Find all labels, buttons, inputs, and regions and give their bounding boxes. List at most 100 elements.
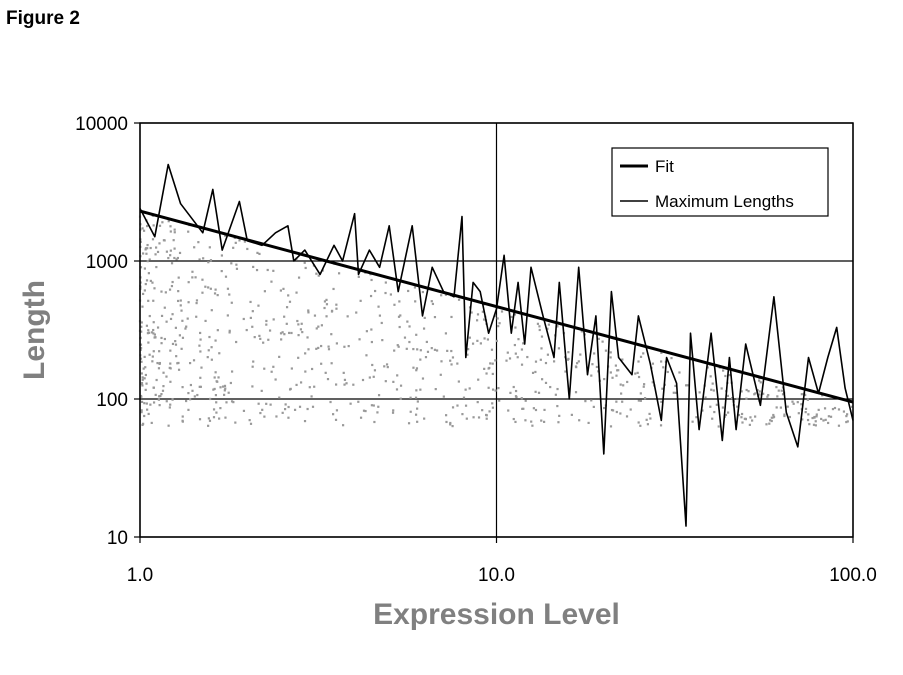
scatter-point bbox=[298, 405, 302, 408]
scatter-point bbox=[249, 422, 253, 425]
scatter-point bbox=[408, 340, 411, 344]
scatter-point bbox=[636, 371, 639, 374]
scatter-point bbox=[147, 329, 150, 332]
scatter-point bbox=[713, 410, 716, 414]
scatter-point bbox=[303, 419, 307, 423]
scatter-point bbox=[352, 383, 355, 386]
scatter-point bbox=[373, 369, 377, 372]
scatter-point bbox=[315, 272, 318, 275]
scatter-point bbox=[800, 403, 803, 406]
scatter-point bbox=[200, 366, 203, 369]
scatter-point bbox=[345, 382, 348, 385]
scatter-point bbox=[306, 407, 309, 411]
scatter-point bbox=[403, 336, 407, 339]
scatter-point bbox=[661, 387, 664, 390]
scatter-point bbox=[207, 424, 210, 427]
scatter-point bbox=[477, 416, 481, 419]
scatter-point bbox=[711, 417, 714, 420]
scatter-point bbox=[235, 263, 238, 266]
scatter-point bbox=[397, 315, 401, 318]
scatter-point bbox=[169, 249, 172, 252]
scatter-point bbox=[285, 322, 288, 325]
scatter-point bbox=[256, 251, 259, 254]
scatter-point bbox=[217, 376, 220, 379]
scatter-point bbox=[497, 325, 500, 328]
scatter-point bbox=[187, 301, 190, 304]
scatter-point bbox=[153, 333, 156, 336]
scatter-point bbox=[148, 353, 151, 356]
scatter-point bbox=[516, 356, 519, 359]
scatter-point bbox=[776, 395, 779, 398]
scatter-point bbox=[169, 362, 172, 365]
scatter-point bbox=[173, 247, 176, 250]
scatter-point bbox=[210, 346, 213, 349]
scatter-point bbox=[831, 407, 835, 411]
scatter-point bbox=[283, 315, 286, 318]
scatter-point bbox=[140, 372, 143, 375]
scatter-point bbox=[532, 407, 535, 410]
scatter-point bbox=[450, 315, 453, 319]
scatter-point bbox=[191, 270, 194, 273]
scatter-point bbox=[174, 343, 178, 346]
scatter-point bbox=[180, 309, 183, 312]
scatter-point bbox=[806, 398, 809, 401]
scatter-point bbox=[451, 425, 454, 428]
scatter-point bbox=[181, 319, 184, 322]
scatter-point bbox=[543, 408, 546, 412]
scatter-point bbox=[324, 371, 327, 374]
scatter-point bbox=[407, 289, 410, 293]
scatter-point bbox=[421, 377, 425, 380]
scatter-point bbox=[384, 281, 387, 284]
scatter-point bbox=[215, 401, 218, 404]
scatter-point bbox=[846, 413, 849, 416]
scatter-point bbox=[557, 347, 561, 350]
scatter-point bbox=[158, 224, 162, 227]
scatter-point bbox=[450, 363, 453, 366]
scatter-point bbox=[226, 314, 229, 317]
scatter-point bbox=[215, 380, 218, 383]
scatter-point bbox=[592, 405, 595, 408]
scatter-point bbox=[637, 375, 641, 379]
scatter-point bbox=[225, 401, 228, 404]
scatter-point bbox=[232, 246, 235, 249]
scatter-point bbox=[230, 400, 234, 403]
scatter-point bbox=[775, 406, 778, 409]
scatter-point bbox=[287, 294, 290, 297]
scatter-point bbox=[300, 322, 303, 325]
scatter-point bbox=[140, 382, 143, 386]
scatter-point bbox=[153, 287, 156, 290]
scatter-point bbox=[365, 330, 368, 333]
scatter-point bbox=[210, 358, 213, 361]
scatter-point bbox=[414, 413, 418, 416]
scatter-point bbox=[397, 345, 400, 348]
scatter-point bbox=[252, 265, 255, 269]
scatter-point bbox=[512, 385, 515, 389]
scatter-point bbox=[272, 269, 275, 272]
scatter-point bbox=[645, 418, 648, 421]
scatter-point bbox=[758, 393, 761, 396]
scatter-point bbox=[195, 299, 199, 302]
scatter-point bbox=[149, 279, 152, 283]
scatter-point bbox=[629, 408, 632, 411]
scatter-point bbox=[754, 415, 757, 418]
scatter-point bbox=[151, 360, 154, 363]
scatter-point bbox=[152, 224, 155, 227]
scatter-point bbox=[208, 246, 211, 249]
scatter-point bbox=[194, 276, 197, 279]
x-tick-label: 100.0 bbox=[829, 565, 877, 586]
scatter-point bbox=[199, 350, 202, 353]
scatter-point bbox=[639, 424, 642, 427]
scatter-point bbox=[482, 318, 486, 321]
scatter-point bbox=[249, 316, 252, 319]
scatter-point bbox=[188, 361, 192, 365]
scatter-point bbox=[621, 400, 624, 403]
scatter-point bbox=[216, 329, 219, 332]
legend-fit-label: Fit bbox=[655, 157, 674, 176]
scatter-point bbox=[741, 421, 744, 424]
scatter-point bbox=[407, 422, 411, 425]
scatter-point bbox=[299, 328, 303, 331]
scatter-point bbox=[154, 393, 157, 396]
scatter-point bbox=[175, 258, 178, 261]
scatter-point bbox=[505, 359, 508, 362]
scatter-point bbox=[842, 410, 846, 413]
